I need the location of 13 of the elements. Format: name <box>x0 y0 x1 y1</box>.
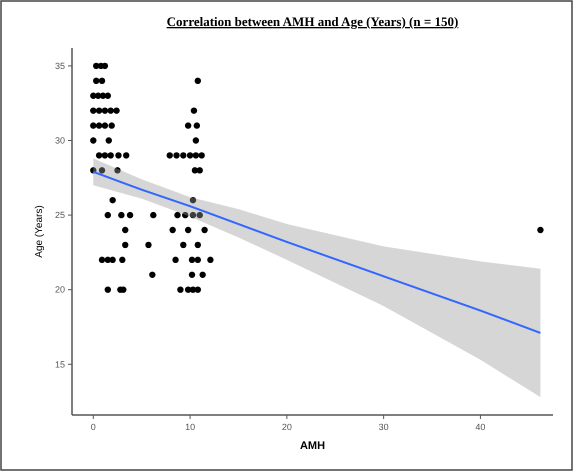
x-tick-label: 0 <box>90 422 96 432</box>
x-tick-label: 20 <box>282 422 292 432</box>
x-tick-label: 10 <box>185 422 196 432</box>
y-tick-label: 15 <box>54 359 65 370</box>
y-tick-label: 20 <box>54 284 65 295</box>
x-axis-title: AMH <box>300 440 326 452</box>
y-axis-title: Age (Years) <box>34 205 45 258</box>
x-tick-label: 30 <box>378 422 389 432</box>
y-tick-label: 25 <box>54 210 65 220</box>
chart-title: Correlation between AMH and Age (Years) (n = 150) <box>166 14 458 29</box>
y-tick-label: 35 <box>54 60 65 71</box>
y-tick-label: 30 <box>54 135 65 146</box>
x-tick-label: 40 <box>475 422 486 432</box>
